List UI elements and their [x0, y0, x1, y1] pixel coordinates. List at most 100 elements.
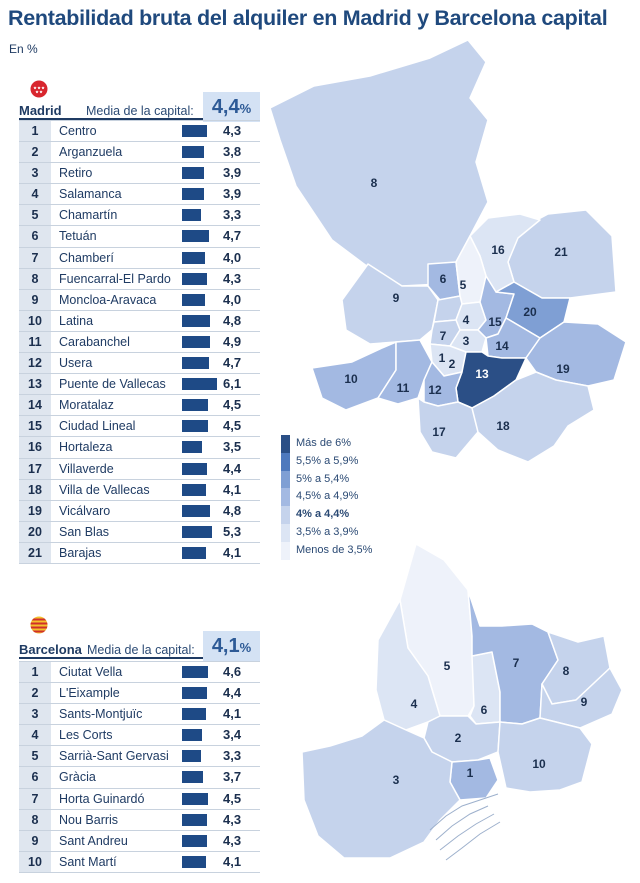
madrid-map-label: 1 [439, 351, 446, 365]
madrid-district-name: Carabanchel [59, 334, 130, 349]
madrid-map-label: 12 [428, 383, 442, 397]
madrid-table-row: 4 Salamanca 3,9 [19, 183, 260, 205]
barcelona-value-bar [182, 708, 206, 721]
madrid-row-number: 8 [19, 268, 51, 289]
barcelona-district-name: Nou Barris [59, 812, 119, 827]
madrid-district-name: Salamanca [59, 187, 122, 202]
madrid-value-bar [182, 504, 210, 517]
barcelona-table-row: 2 L'Eixample 4,4 [19, 682, 260, 704]
legend-item: 4,5% a 4,9% [281, 488, 391, 507]
madrid-map-label: 20 [523, 305, 537, 319]
madrid-map-label: 7 [440, 329, 447, 343]
legend-label: 3,5% a 3,9% [296, 525, 359, 538]
legend-label: Más de 6% [296, 437, 352, 449]
legend-swatch [281, 488, 290, 507]
legend-item: 5% a 5,4% [281, 470, 391, 489]
barcelona-table-row: 6 Gràcia 3,7 [19, 766, 260, 788]
legend-item: 4% a 4,4% [281, 506, 391, 524]
legend-swatch [281, 435, 290, 453]
legend-item: 3,5% a 3,9% [281, 523, 391, 542]
barcelona-district-name: Sants-Montjuïc [59, 707, 143, 722]
barcelona-row-number: 7 [19, 788, 51, 809]
madrid-table-row: 6 Tetuán 4,7 [19, 225, 260, 247]
barcelona-row-number: 3 [19, 704, 51, 725]
madrid-district-name: Arganzuela [59, 145, 123, 160]
madrid-row-number: 15 [19, 416, 51, 437]
barcelona-value-label: 4,3 [223, 832, 242, 848]
barcelona-port [429, 793, 501, 861]
legend-item: Menos de 3,5% [281, 541, 391, 560]
madrid-value-bar [182, 335, 211, 348]
madrid-row-number: 2 [19, 142, 51, 163]
barcelona-map-label: 3 [393, 773, 400, 787]
madrid-table-row: 11 Carabanchel 4,9 [19, 330, 260, 353]
barcelona-row-number: 2 [19, 683, 51, 704]
madrid-table-row: 18 Villa de Vallecas 4,1 [19, 478, 260, 500]
barcelona-value-bar [182, 771, 204, 784]
madrid-value-label: 4,5 [223, 418, 242, 434]
madrid-map [269, 39, 627, 463]
barcelona-map-label: 4 [411, 697, 418, 711]
madrid-district-name: Fuencarral-El Pardo [59, 271, 171, 286]
madrid-district-name: Hortaleza [59, 440, 113, 455]
madrid-header: Madrid Media de la capital: 4,4% [19, 92, 260, 122]
madrid-value-label: 3,5 [223, 439, 242, 455]
barcelona-avg-label: Media de la capital: [87, 643, 195, 657]
madrid-map-label: 16 [491, 243, 505, 257]
madrid-value-bar [182, 125, 207, 137]
madrid-value-bar [182, 462, 208, 475]
barcelona-map-label: 1 [467, 766, 474, 780]
legend-item: Más de 6% [281, 435, 391, 453]
madrid-row-number: 9 [19, 289, 51, 310]
madrid-value-bar [182, 146, 204, 159]
madrid-map-label: 18 [496, 419, 510, 433]
madrid-value-bar [182, 209, 201, 222]
barcelona-map-label: 7 [513, 656, 520, 670]
barcelona-value-label: 4,1 [223, 853, 242, 869]
madrid-district-name: Barajas [59, 545, 102, 560]
madrid-value-bar [182, 399, 208, 412]
barcelona-map-label: 5 [444, 659, 451, 673]
madrid-district-name: Centro [59, 124, 97, 138]
barcelona-value-bar [182, 834, 207, 847]
madrid-table-row: 1 Centro 4,3 [19, 120, 260, 142]
barcelona-district-name: Les Corts [59, 728, 113, 743]
madrid-value-label: 4,1 [223, 481, 242, 497]
barcelona-city-name: Barcelona [19, 642, 82, 657]
madrid-district-name: Vicálvaro [59, 503, 111, 518]
madrid-table-row: 21 Barajas 4,1 [19, 541, 260, 563]
barcelona-district-name: Sant Andreu [59, 833, 128, 848]
madrid-table-row: 14 Moratalaz 4,5 [19, 394, 260, 416]
barcelona-district-name: Sant Martí [59, 854, 117, 869]
madrid-avg-label: Media de la capital: [86, 104, 194, 118]
madrid-district-name: Retiro [59, 166, 93, 181]
barcelona-value-bar [182, 855, 206, 868]
madrid-table-row: 7 Chamberí 4,0 [19, 246, 260, 268]
barcelona-value-bar [182, 750, 201, 763]
barcelona-row-number: 4 [19, 725, 51, 746]
madrid-value-label: 4,4 [223, 460, 242, 476]
madrid-value-bar [182, 378, 217, 391]
barcelona-value-label: 4,4 [223, 685, 242, 701]
barcelona-row-number: 6 [19, 767, 51, 788]
legend-swatch [281, 541, 290, 560]
madrid-table-row: 10 Latina 4,8 [19, 309, 260, 331]
legend-label: Menos de 3,5% [296, 543, 373, 556]
madrid-row-number: 21 [19, 542, 51, 563]
madrid-value-bar [182, 293, 205, 306]
barcelona-district-3 [301, 719, 461, 859]
barcelona-avg-unit: % [239, 640, 252, 655]
barcelona-value-label: 3,4 [223, 727, 242, 743]
unit-subtitle: En % [9, 42, 38, 56]
legend-item: 5,5% a 5,9% [281, 452, 391, 471]
madrid-district-name: Chamartín [59, 208, 118, 223]
barcelona-table-row: 1 Ciutat Vella 4,6 [19, 661, 260, 683]
madrid-district-name: Puente de Vallecas [59, 377, 166, 392]
barcelona-value-bar [182, 687, 208, 700]
madrid-value-label: 4,5 [223, 397, 242, 413]
madrid-table-row: 13 Puente de Vallecas 6,1 [19, 373, 260, 395]
barcelona-map-label: 8 [563, 664, 570, 678]
madrid-district-18 [471, 371, 595, 463]
madrid-value-bar [182, 251, 205, 264]
